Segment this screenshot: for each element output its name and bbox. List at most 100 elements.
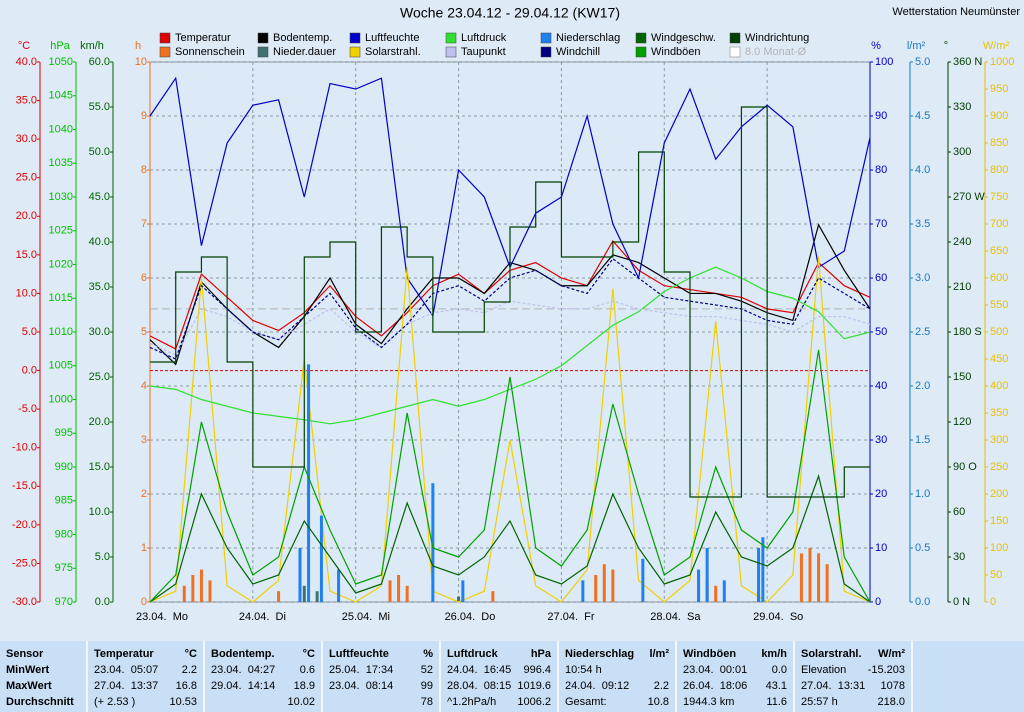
legend-label: Taupunkt xyxy=(461,46,506,58)
x-tick-label: 26.04. Do xyxy=(445,611,496,623)
y-tick-label: 7 xyxy=(141,218,147,230)
y-tick-label: 10 xyxy=(875,542,887,554)
column-title: Luftfeuchte xyxy=(329,648,389,660)
cell-text: 23.04. 08:14 xyxy=(329,680,394,692)
table-cell: 28.04. 08:15 1019.6 xyxy=(447,678,551,694)
y-tick-label: 240 xyxy=(953,236,971,248)
y-tick-label: 30 xyxy=(875,434,887,446)
table-cell: (+ 2.53 ) 10.53 xyxy=(94,694,197,710)
legend-label: Windchill xyxy=(556,46,600,58)
y-tick-label: 20.0 xyxy=(89,416,110,428)
y-tick-label: 450 xyxy=(990,353,1008,365)
table-header: Sensor xyxy=(6,646,80,662)
bar xyxy=(714,585,718,602)
table-cell: 23.04. 08:14 99 xyxy=(329,678,433,694)
table-column: Temperatur °C 23.04. 05:07 2.2 27.04. 13:37 1… xyxy=(88,641,205,712)
legend-swatch xyxy=(729,32,741,44)
cell-text: Gesamt: xyxy=(565,696,607,708)
y-tick-label: 150 xyxy=(953,371,971,383)
table-column: Niederschlag l/m² 10:54 h 24.04. 09:12 2.2 Ge… xyxy=(559,641,677,712)
y-tick-label: 20 xyxy=(875,488,887,500)
y-tick-label: 1.5 xyxy=(915,434,930,446)
y-tick-label: 30.0 xyxy=(16,133,37,145)
cell-text: ^1.2hPa/h xyxy=(447,696,497,708)
legend-swatch xyxy=(540,32,552,44)
y-tick-label: 35.0 xyxy=(16,94,37,106)
legend-swatch xyxy=(349,46,361,58)
y-tick-label: 8 xyxy=(141,164,147,176)
cell-text: 25.04. 17:34 xyxy=(329,664,394,676)
y-tick-label: 60 xyxy=(875,272,887,284)
bar xyxy=(825,564,829,602)
x-tick-label: 25.04. Mi xyxy=(342,611,390,623)
y-tick-label: 5 xyxy=(141,326,147,338)
column-title: Bodentemp. xyxy=(211,648,275,660)
y-tick-label: 600 xyxy=(990,272,1008,284)
y-tick-label: 850 xyxy=(990,137,1008,149)
y-tick-label: 50 xyxy=(990,569,1002,581)
x-tick-label: 27.04. Fr xyxy=(547,611,594,623)
table-cell: 23.04. 04:27 0.6 xyxy=(211,662,315,678)
bar xyxy=(461,580,465,602)
cell-text: 23.04. 00:01 xyxy=(683,664,748,676)
legend-label: Solarstrahl. xyxy=(365,46,421,58)
y-tick-label: 60 xyxy=(953,506,965,518)
bar xyxy=(315,591,319,602)
y-tick-label: 5.0 xyxy=(915,56,930,68)
table-header: Luftfeuchte% xyxy=(329,646,433,662)
y-tick-label: 0.0 xyxy=(95,596,110,608)
legend-label: Windrichtung xyxy=(745,32,809,44)
y-tick-label: 975 xyxy=(55,562,73,574)
x-tick-label: 24.04. Di xyxy=(239,611,286,623)
y-tick-label: -5.0 xyxy=(18,403,37,415)
axis-title: % xyxy=(871,40,881,52)
axis-title: ° xyxy=(944,40,948,52)
y-tick-label: 3.0 xyxy=(915,272,930,284)
y-tick-label: -15.0 xyxy=(12,480,37,492)
stats-table: Sensor MinWert MaxWert Durchschnitt Temperat… xyxy=(0,641,1024,712)
row-label: MaxWert xyxy=(6,678,80,694)
cell-value: 10.8 xyxy=(647,696,669,708)
y-tick-label: 150 xyxy=(990,515,1008,527)
cell-value: 99 xyxy=(420,680,433,692)
y-tick-label: 330 xyxy=(953,101,971,113)
y-tick-label: 0 xyxy=(875,596,881,608)
y-tick-label: 1040 xyxy=(49,123,73,135)
table-cell: 25:57 h 218.0 xyxy=(801,694,905,710)
y-tick-label: -25.0 xyxy=(12,557,37,569)
y-tick-label: 15.0 xyxy=(89,461,110,473)
table-cell: 24.04. 09:12 2.2 xyxy=(565,678,669,694)
bar xyxy=(277,591,281,602)
y-tick-label: 1015 xyxy=(49,292,73,304)
cell-value: 16.8 xyxy=(175,680,197,692)
bar xyxy=(581,580,585,602)
cell-value: 0.6 xyxy=(299,664,315,676)
y-tick-label: 50.0 xyxy=(89,146,110,158)
table-column: Luftfeuchte% 25.04. 17:34 52 23.04. 08:14 99… xyxy=(323,641,441,712)
y-tick-label: 80 xyxy=(875,164,887,176)
table-column: Windböen km/h 23.04. 00:01 0.0 26.04. 18:06 4… xyxy=(677,641,795,712)
y-tick-label: 2.5 xyxy=(915,326,930,338)
bar xyxy=(431,483,435,602)
legend-swatch xyxy=(635,46,647,58)
column-unit: hPa xyxy=(530,648,551,660)
y-tick-label: 70 xyxy=(875,218,887,230)
y-tick-label: 1020 xyxy=(49,258,73,270)
y-tick-label: 6 xyxy=(141,272,147,284)
axis-title: °C xyxy=(18,40,30,52)
y-tick-label: 210 xyxy=(953,281,971,293)
axis-title: W/m² xyxy=(983,40,1010,52)
legend-swatch xyxy=(257,46,269,58)
table-cell: ^1.2hPa/h 1006.2 xyxy=(447,694,551,710)
legend-label: Temperatur xyxy=(175,32,231,44)
bar xyxy=(808,548,812,602)
bar xyxy=(199,569,203,602)
bar xyxy=(319,515,323,602)
y-tick-label: 0.0 xyxy=(22,364,37,376)
y-tick-label: 50 xyxy=(875,326,887,338)
bar xyxy=(602,564,606,602)
y-tick-label: 1035 xyxy=(49,157,73,169)
y-tick-label: 3.5 xyxy=(915,218,930,230)
bar xyxy=(397,575,401,602)
